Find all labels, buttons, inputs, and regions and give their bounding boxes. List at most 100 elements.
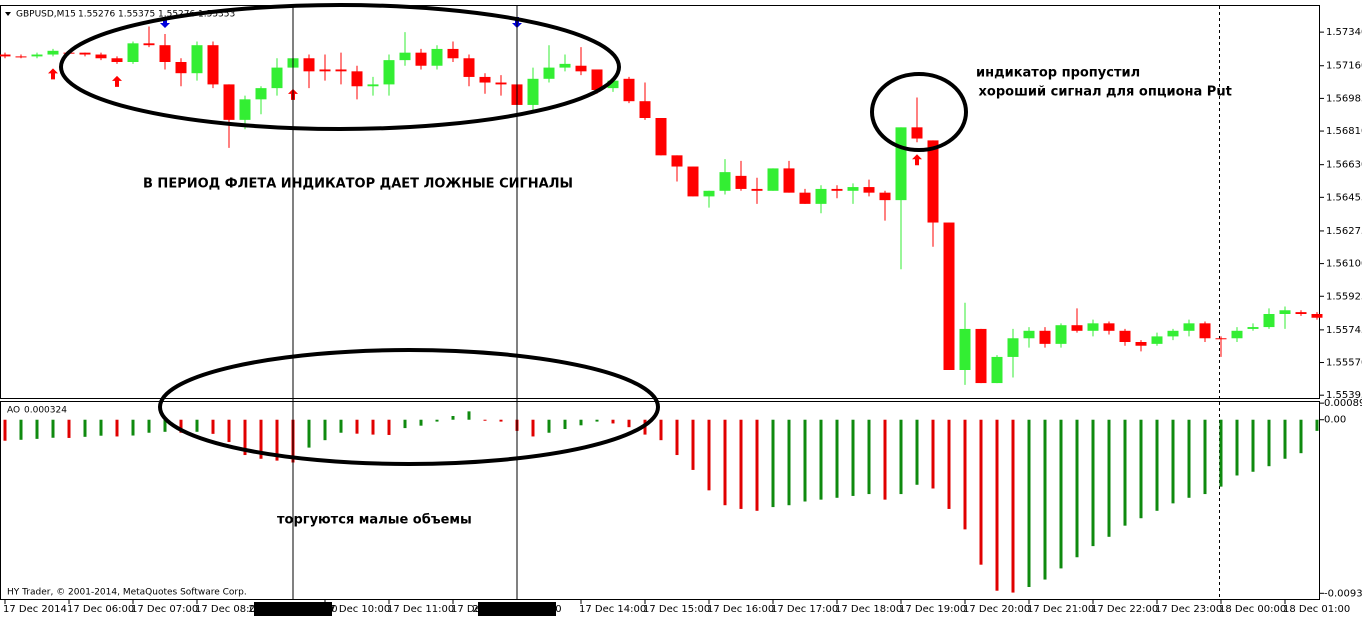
candle-body	[463, 58, 475, 77]
candle-body	[1279, 310, 1291, 314]
candle-body	[47, 50, 59, 55]
main-pane	[0, 5, 1320, 399]
copyright: HY Trader, © 2001-2014, MetaQuotes Softw…	[7, 588, 247, 598]
x-tick-label: 17 Dec 14:00	[579, 604, 646, 615]
ao-bar	[1187, 419, 1191, 498]
candle-body	[255, 88, 267, 100]
candle-body	[815, 188, 827, 204]
candle-body	[927, 140, 939, 223]
candle-body	[783, 168, 795, 193]
ao-bar	[419, 419, 423, 426]
candle-body	[271, 67, 283, 89]
y-tick-label: -0.00934	[1324, 588, 1362, 599]
candle-body	[991, 356, 1003, 384]
ao-bar	[1107, 419, 1111, 537]
x-tick-label: 17 Dec 21:00	[1027, 604, 1094, 615]
candle-body	[895, 127, 907, 201]
candle-body	[79, 52, 91, 55]
ao-bar	[1123, 419, 1127, 526]
ao-bar	[947, 419, 951, 509]
x-tick-label: 17 Dec 16:00	[707, 604, 774, 615]
candle-body	[383, 60, 395, 85]
ao-bar	[1283, 419, 1287, 459]
ao-bar	[259, 419, 263, 459]
cursor-label-bg	[478, 602, 556, 616]
candle-body	[1231, 330, 1243, 339]
ao-bar	[1091, 419, 1095, 547]
ao-bar	[739, 419, 743, 509]
candle-body	[719, 172, 731, 191]
ao-bar	[835, 419, 839, 498]
ao-bar	[579, 419, 583, 426]
candle-body	[159, 45, 171, 62]
candle-body	[399, 52, 411, 61]
candle-body	[191, 45, 203, 74]
ao-bar	[819, 419, 823, 500]
header-value: 1.55276	[158, 10, 195, 20]
candle-body	[655, 118, 667, 156]
cursor-label: 2014.12.17 09:30	[248, 604, 337, 615]
ao-bar	[339, 419, 343, 433]
candle-body	[1007, 338, 1019, 357]
candle-body	[1087, 323, 1099, 331]
x-tick-label: 18 Dec 00:00	[1219, 604, 1286, 615]
candle-body	[847, 187, 859, 191]
x-tick-label: 17 Dec 10:00	[323, 604, 390, 615]
ao-bar	[659, 419, 663, 441]
candle-body	[431, 48, 443, 66]
candle-body	[367, 84, 379, 87]
ao-bar	[1251, 419, 1255, 472]
ao-bar	[163, 419, 167, 432]
y-tick-label: 1.56455	[1326, 192, 1362, 203]
candle-body	[303, 58, 315, 72]
header-value: 1.55375	[118, 10, 155, 20]
ao-name: AO	[7, 406, 20, 416]
ao-bar	[467, 411, 471, 420]
ao-bar	[755, 419, 759, 511]
ao-bar	[1235, 419, 1239, 476]
ao-bar	[867, 419, 871, 495]
x-tick-label: 17 Dec 22:00	[1091, 604, 1158, 615]
candle-body	[495, 82, 507, 85]
y-tick-label: 1.57340	[1326, 27, 1362, 38]
cursor-label-bg	[254, 602, 332, 616]
ao-bar	[115, 419, 119, 437]
ao-bar	[195, 419, 199, 432]
ao-bar	[771, 419, 775, 508]
ao-bar	[963, 419, 967, 530]
x-tick-label: 17 Dec 06:00	[67, 604, 134, 615]
y-tick-label: 1.55925	[1326, 291, 1362, 302]
ao-bar	[243, 419, 247, 456]
candle-body	[623, 78, 635, 102]
candle-body	[911, 127, 923, 139]
candle-body	[447, 48, 459, 59]
ao-bar	[3, 419, 7, 441]
candle-body	[943, 222, 955, 370]
candle-body	[1023, 330, 1035, 339]
candle-body	[127, 43, 139, 62]
candle-body	[143, 43, 155, 46]
ao-bar	[1299, 419, 1303, 454]
ellipse	[59, 3, 621, 131]
ao-bar	[19, 419, 23, 440]
y-tick-label: 0.00	[1324, 415, 1346, 426]
ao-bar	[355, 419, 359, 434]
candle-body	[751, 188, 763, 191]
y-tick-label: 1.56985	[1326, 93, 1362, 104]
candle-body	[831, 188, 843, 191]
candle-body	[31, 54, 43, 57]
header-value: 1.55276	[78, 10, 115, 20]
candle-body	[319, 69, 331, 72]
ao-bar	[435, 419, 439, 422]
ao-value: 0.000324	[24, 406, 67, 416]
y-tick-label: 1.55745	[1326, 325, 1362, 336]
y-tick-label: 1.56275	[1326, 226, 1362, 237]
candle-body	[1183, 323, 1195, 331]
ao-bar	[1267, 419, 1271, 467]
menu-arrow	[5, 12, 11, 16]
annotation: торгуются малые объемы	[277, 513, 472, 528]
ao-bar	[1027, 419, 1031, 587]
x-tick-label: 17 Dec 11:00	[387, 604, 454, 615]
y-tick-label: 1.56630	[1326, 160, 1362, 171]
